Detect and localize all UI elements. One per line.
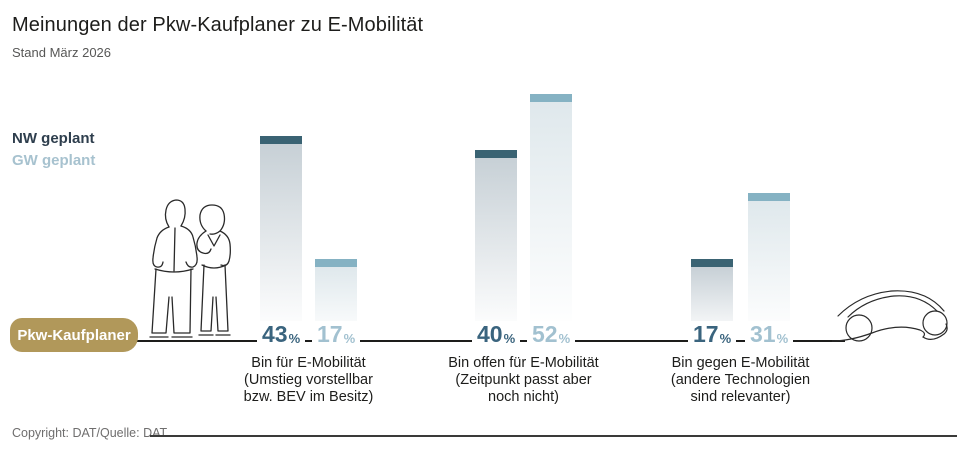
value-percent-sign: % [288,331,301,346]
value-number: 52 [532,321,558,347]
copyright-text: Copyright: DAT/Quelle: DAT [12,426,168,440]
category-label-line: (andere Technologien [670,372,811,388]
value-label-nw-geplant-group1: 43% [257,321,306,347]
category-label-line: (Zeitpunkt passt aber [455,372,592,388]
bar-cap [260,136,302,144]
page-title: Meinungen der Pkw-Kaufplaner zu E-Mobili… [12,14,424,36]
bar-cap [748,193,790,201]
bar-nw-geplant-group2 [475,150,517,340]
value-percent-sign: % [503,331,516,346]
category-label-line: Bin offen für E-Mobilität [448,355,599,371]
value-label-nw-geplant-group2: 40% [472,321,521,347]
people-sketch-illustration [122,197,240,343]
chart-legend: NW geplant GW geplant [12,128,95,172]
value-label-gw-geplant-group3: 31% [745,321,794,347]
bar-gw-geplant-group2 [530,94,572,340]
car-sketch-illustration [832,284,962,344]
value-label-nw-geplant-group3: 17% [688,321,737,347]
value-number: 31 [750,321,776,347]
bar-cap [315,259,357,267]
value-number: 17 [317,321,343,347]
bar-nw-geplant-group1 [260,136,302,340]
category-label-line: noch nicht) [488,389,559,405]
value-percent-sign: % [719,331,732,346]
value-percent-sign: % [558,331,571,346]
value-percent-sign: % [343,331,356,346]
value-percent-sign: % [776,331,789,346]
value-label-gw-geplant-group2: 52% [527,321,576,347]
category-label-line: sind relevanter) [690,389,791,405]
category-label-group1: Bin für E-Mobilität (Umstieg vorstellbar b… [189,355,429,406]
legend-item-gw-geplant: GW geplant [12,152,96,169]
bar-body [530,102,572,340]
bar-cap [530,94,572,102]
category-label-line: (Umstieg vorstellbar [244,372,373,388]
two-people-icon [149,199,231,338]
category-label-group2: Bin offen für E-Mobilität (Zeitpunkt pass… [404,355,644,406]
pkw-kaufplaner-badge: Pkw-Kaufplaner [10,318,138,352]
bar-body [748,201,790,340]
footer-divider-line [150,435,957,437]
value-number: 43 [262,321,288,347]
legend-item-nw-geplant: NW geplant [12,130,95,147]
category-label-line: Bin gegen E-Mobilität [671,355,810,371]
bar-cap [475,150,517,158]
car-icon [832,290,948,342]
value-label-gw-geplant-group1: 17% [312,321,361,347]
bar-body [260,144,302,340]
category-label-line: Bin für E-Mobilität [251,355,366,371]
category-label-line: bzw. BEV im Besitz) [243,389,374,405]
bar-gw-geplant-group3 [748,193,790,340]
page-subtitle: Stand März 2026 [12,45,112,60]
value-number: 17 [693,321,719,347]
bar-body [475,158,517,340]
bar-cap [691,259,733,267]
value-number: 40 [477,321,503,347]
category-label-group3: Bin gegen E-Mobilität (andere Technologie… [621,355,861,406]
